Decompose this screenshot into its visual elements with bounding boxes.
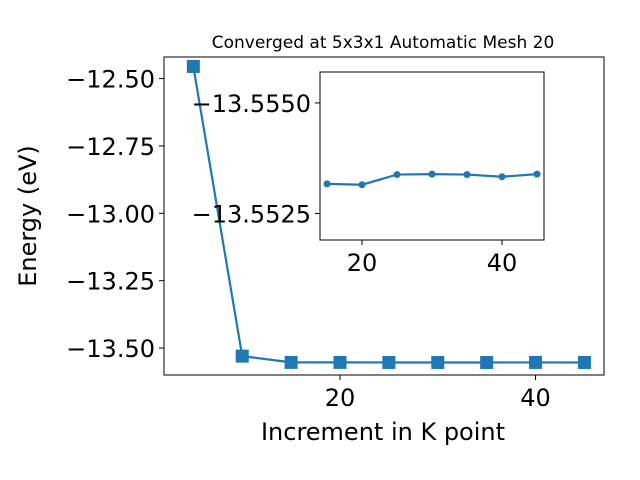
data-point-marker: [393, 171, 401, 179]
x-tick-label: 20: [325, 384, 356, 412]
y-tick-label: −13.00: [66, 200, 155, 228]
data-point-marker: [333, 355, 347, 369]
y-tick-label: −13.50: [66, 335, 155, 363]
data-point-marker: [529, 355, 543, 369]
inset-axes-frame: [319, 71, 545, 241]
data-point-marker: [431, 355, 445, 369]
data-point-marker: [186, 59, 200, 73]
y-tick-label: −13.5525: [192, 200, 311, 228]
y-tick-label: −13.25: [66, 268, 155, 296]
data-point-marker: [498, 173, 506, 181]
main-axes-frame: [163, 56, 605, 376]
data-point-marker: [358, 181, 366, 189]
data-point-marker: [382, 355, 396, 369]
y-tick-label: −12.50: [66, 66, 155, 94]
y-axis-label: Energy (eV): [14, 145, 42, 287]
inset-y-ticks: −13.5550 −13.5525: [192, 90, 320, 228]
y-tick-label: −12.75: [66, 133, 155, 161]
inset-chart: 20 40 −13.5550−13.5525: [192, 71, 545, 277]
data-point-marker: [577, 355, 591, 369]
main-x-ticks: 20 40: [325, 375, 551, 412]
main-series: [186, 59, 591, 369]
chart-title: Converged at 5x3x1 Automatic Mesh 20: [212, 33, 555, 53]
data-point-marker: [235, 349, 249, 363]
data-point-marker: [480, 355, 494, 369]
inset-x-ticks: 20 40: [347, 240, 518, 277]
inset-plot-area: [320, 72, 544, 240]
data-point-marker: [284, 355, 298, 369]
data-point-marker: [533, 170, 541, 178]
x-tick-label: 40: [487, 249, 518, 277]
data-point-marker: [463, 171, 471, 179]
x-tick-label: 20: [347, 249, 378, 277]
data-point-marker: [323, 180, 331, 188]
data-point-marker: [428, 170, 436, 178]
y-tick-label: −13.5550: [192, 90, 311, 118]
main-y-ticks: −12.50 −12.75 −13.00 −13.25 −13.50: [66, 66, 164, 363]
x-axis-label: Increment in K point: [261, 418, 505, 446]
x-tick-label: 40: [520, 384, 551, 412]
inset-series: [323, 170, 541, 189]
